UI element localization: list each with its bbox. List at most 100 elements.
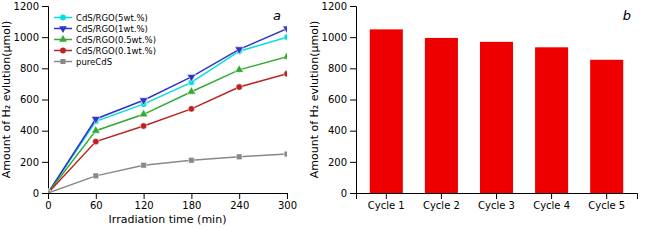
legend-item: CdS/RGO(5wt.%) (54, 13, 148, 23)
tick-label: 800 (20, 63, 39, 74)
point (139, 109, 148, 116)
tick-label: 400 (328, 125, 347, 136)
legend-swatch-marker (60, 48, 66, 54)
bar (590, 60, 623, 193)
panel: 020040060080010001200Amount of H₂ evluti… (0, 1, 297, 226)
panel: 020040060080010001200Amount of H₂ evluti… (308, 1, 638, 211)
tick: 400 (328, 125, 356, 136)
tick-mark (48, 193, 49, 199)
tick-mark (42, 68, 48, 69)
tick: 0 (45, 193, 51, 211)
bar (535, 47, 568, 193)
point (284, 34, 287, 40)
legend-item: pureCdS (54, 57, 112, 67)
point (48, 190, 51, 193)
tick-label: 180 (182, 200, 201, 211)
tick-mark (42, 131, 48, 132)
point (236, 154, 242, 160)
tick-mark (350, 162, 356, 163)
point (188, 106, 194, 112)
point (235, 65, 244, 72)
tick: 800 (20, 63, 48, 74)
tick-mark (350, 68, 356, 69)
axis-domain (350, 7, 357, 194)
tick-label: 120 (135, 200, 154, 211)
tick-label: 600 (328, 94, 347, 105)
tick-mark (42, 193, 48, 194)
panel-label: a (273, 8, 281, 23)
tick-label: Cycle 1 (368, 200, 405, 211)
tick-mark (42, 100, 48, 101)
point (187, 74, 196, 81)
tick-label: 1200 (322, 1, 347, 12)
tick-label: 600 (20, 94, 39, 105)
tick-label: 1000 (322, 32, 347, 43)
tick-mark (496, 193, 497, 199)
tick: 120 (135, 193, 154, 211)
tick-mark (287, 193, 288, 199)
tick: Cycle 4 (533, 193, 570, 211)
legend-label: CdS/RGO(1wt.%) (76, 24, 148, 34)
point (284, 151, 287, 157)
tick-mark (386, 193, 387, 199)
tick-mark (239, 193, 240, 199)
point (139, 98, 148, 105)
point (187, 87, 196, 94)
point (189, 157, 195, 163)
series-line (48, 29, 287, 193)
x-axis: Cycle 1Cycle 2Cycle 3Cycle 4Cycle 5 (357, 193, 638, 211)
tick-mark (191, 193, 192, 199)
tick: Cycle 5 (588, 193, 625, 211)
tick: 0 (33, 188, 48, 199)
y-axis: 020040060080010001200 (14, 1, 49, 199)
tick-label: Cycle 4 (533, 200, 570, 211)
tick: 0 (341, 188, 356, 199)
tick-mark (42, 37, 48, 38)
series-line (48, 74, 287, 193)
plot-area (48, 26, 287, 193)
tick-label: 1200 (14, 1, 39, 12)
tick: 300 (278, 193, 297, 211)
point (93, 138, 99, 144)
legend-item: CdS/RGO(0.5wt.%) (54, 35, 156, 45)
point (141, 162, 147, 168)
series-line (48, 37, 287, 193)
tick: 200 (328, 157, 356, 168)
x-axis: 0 60 120 180 240 300 (45, 193, 297, 211)
tick: Cycle 2 (423, 193, 460, 211)
legend: CdS/RGO(5wt.%)CdS/RGO(1wt.%)CdS/RGO(0.5w… (54, 13, 156, 67)
tick: 180 (182, 193, 201, 211)
tick: 200 (20, 157, 48, 168)
panel-label: b (623, 8, 631, 23)
tick-label: Cycle 5 (588, 200, 625, 211)
x-axis-title: Irradiation time (min) (109, 213, 227, 226)
legend-label: CdS/RGO(0.1wt.%) (76, 46, 156, 56)
tick-mark (350, 100, 356, 101)
tick: Cycle 1 (368, 193, 405, 211)
tick: 60 (90, 193, 103, 211)
series-line (48, 154, 287, 193)
legend-label: CdS/RGO(0.5wt.%) (76, 35, 156, 45)
y-axis: 020040060080010001200 (322, 1, 357, 199)
point (236, 84, 242, 90)
y-axis-title: Amount of H₂ evlution(μmol) (0, 21, 13, 178)
tick: 600 (328, 94, 356, 105)
tick: 240 (230, 193, 249, 211)
bar (370, 29, 403, 193)
axis-domain (42, 7, 49, 194)
legend-swatch-marker (59, 26, 67, 33)
legend-swatch-marker (60, 59, 65, 64)
chart: 020040060080010001200Amount of H₂ evluti… (0, 0, 645, 229)
legend-label: pureCdS (76, 57, 112, 67)
point (140, 123, 146, 129)
tick-mark (350, 37, 356, 38)
point (284, 71, 287, 77)
series-line (48, 57, 287, 193)
point (235, 47, 244, 54)
tick-mark (42, 6, 48, 7)
legend-item: CdS/RGO(1wt.%) (54, 24, 148, 34)
tick: 400 (20, 125, 48, 136)
tick-mark (551, 193, 552, 199)
tick-mark (42, 162, 48, 163)
point (48, 190, 51, 193)
